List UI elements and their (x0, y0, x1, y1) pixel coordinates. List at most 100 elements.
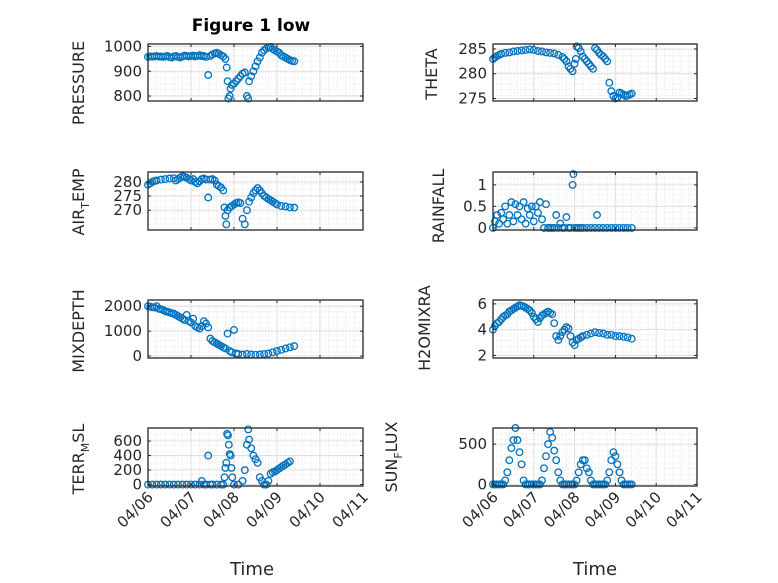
data-point (548, 310, 557, 319)
data-point (517, 460, 526, 469)
data-point (603, 57, 612, 66)
data-point (578, 332, 587, 341)
data-point (627, 223, 636, 232)
data-point (515, 448, 524, 457)
data-point (574, 468, 583, 477)
data-point (591, 44, 599, 52)
data-point (589, 64, 597, 73)
data-point (247, 193, 256, 202)
data-point (591, 328, 599, 337)
data-point (623, 223, 632, 232)
data-point (527, 202, 536, 211)
data-point (580, 54, 589, 63)
data-point (497, 49, 506, 58)
data-point (564, 324, 573, 333)
data-point (290, 342, 299, 351)
data-point (244, 94, 253, 103)
data-point (161, 175, 170, 184)
y-label-pressure: PRESSURE (69, 41, 88, 125)
plot-area (148, 44, 363, 101)
data-point (538, 47, 546, 56)
data-point (169, 480, 178, 489)
x-tick-label: 04/10 (286, 488, 329, 531)
data-point (552, 456, 561, 465)
data-point (182, 480, 191, 489)
data-point (517, 215, 526, 224)
data-point (249, 67, 258, 76)
data-point (597, 50, 606, 59)
data-point (558, 52, 567, 61)
data-point (221, 344, 230, 353)
data-point (603, 223, 612, 232)
axes-box (492, 43, 698, 102)
data-point (240, 68, 249, 77)
y-tick-label: 200 (113, 461, 142, 479)
data-point (273, 347, 281, 355)
data-point (513, 211, 522, 219)
data-point (208, 480, 217, 489)
data-point (542, 200, 550, 209)
data-point (560, 54, 569, 63)
y-label-mixdepth: MIXDEPTH (69, 289, 88, 372)
data-point (202, 319, 211, 328)
data-point (515, 202, 524, 211)
x-label-right: Time (572, 559, 617, 580)
y-tick-label: 1000 (104, 37, 142, 55)
data-point (542, 452, 550, 461)
panel-mixdepth: MIXDEPTH 0 1000 2000 (69, 289, 364, 373)
data-point (511, 200, 520, 209)
data-point (570, 480, 579, 489)
data-point (613, 460, 622, 469)
data-point (505, 48, 514, 57)
data-point (591, 223, 599, 232)
data-point (220, 473, 229, 482)
data-point (582, 223, 591, 232)
y-tick-label: 800 (113, 87, 142, 105)
data-point (227, 463, 236, 472)
data-point (253, 184, 262, 193)
data-point (202, 52, 211, 61)
data-point (544, 440, 553, 449)
data-point (493, 211, 502, 219)
data-point (627, 89, 636, 98)
data-point (251, 186, 260, 195)
x-tick-label: 04/08 (540, 488, 583, 531)
data-point (552, 332, 561, 341)
data-point (193, 179, 202, 188)
axes-box (147, 427, 364, 487)
y-label-h2omixra: H2OMIXRA (415, 285, 434, 371)
data-point (542, 48, 550, 57)
data-point (222, 63, 231, 72)
data-point (619, 332, 628, 341)
data-point (607, 330, 616, 339)
data-point (290, 57, 299, 66)
data-point (224, 431, 232, 440)
data-point (576, 460, 585, 469)
data-point (580, 456, 589, 465)
data-point (603, 476, 612, 485)
x-tick-label: 04/06 (459, 488, 502, 531)
y-tick-label: 2 (477, 346, 487, 364)
data-point (225, 92, 234, 100)
data-point (603, 330, 612, 339)
y-tick-label: 900 (113, 62, 142, 80)
data-point (509, 436, 518, 445)
data-point (495, 219, 504, 228)
data-point (204, 193, 213, 202)
data-point (165, 480, 174, 489)
data-point (226, 451, 235, 460)
data-point (533, 208, 542, 217)
data-point (191, 480, 200, 489)
data-point (599, 329, 608, 338)
data-point (501, 48, 510, 57)
data-point (615, 223, 624, 232)
data-point (550, 319, 559, 328)
y-tick-label: 270 (113, 201, 142, 219)
data-point (244, 425, 253, 434)
data-point (195, 324, 204, 333)
data-point (550, 223, 559, 232)
data-point (519, 198, 528, 207)
data-point (509, 47, 518, 56)
data-point (562, 213, 571, 222)
